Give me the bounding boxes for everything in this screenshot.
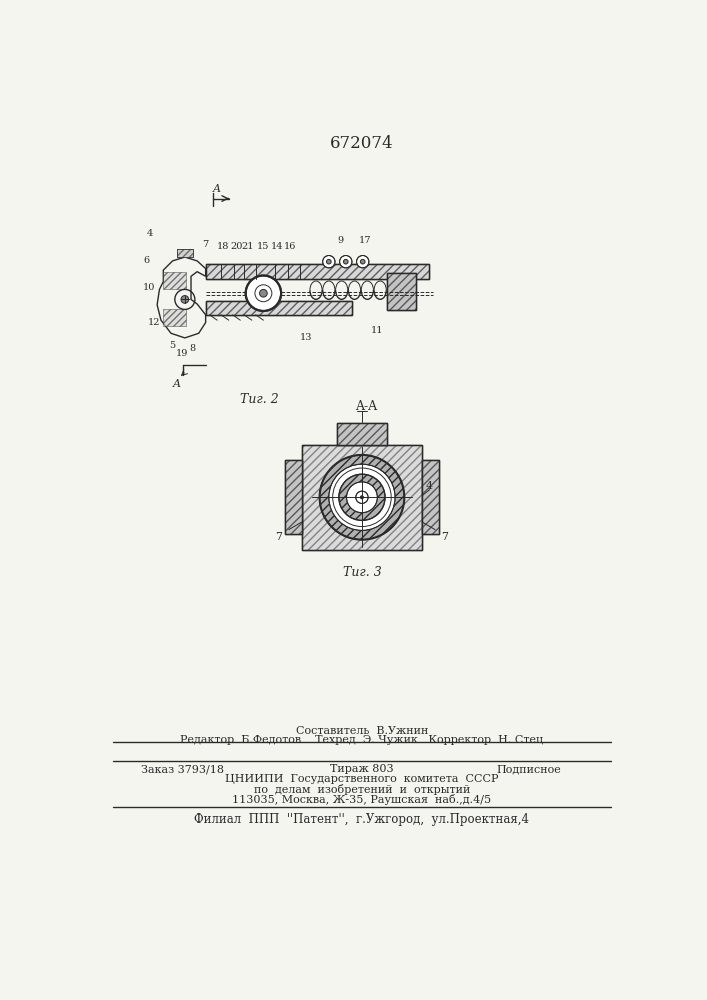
Text: 4: 4 [146,229,153,238]
Text: Подписное: Подписное [496,764,561,774]
Text: Составитель  В.Ужнин: Составитель В.Ужнин [296,726,428,736]
Bar [206,301,352,315]
Circle shape [181,296,189,303]
Wedge shape [339,474,385,520]
Bar [387,273,416,310]
Bar [206,264,429,279]
Text: Τиг. 2: Τиг. 2 [240,393,279,406]
Bar [285,460,302,534]
Bar [177,249,192,257]
Circle shape [361,259,365,264]
Bar [387,273,416,310]
Text: 8: 8 [189,344,196,353]
Text: 113035, Москва, Ж-35, Раушская  наб.,д.4/5: 113035, Москва, Ж-35, Раушская наб.,д.4/… [233,794,491,805]
Bar [337,423,387,445]
Text: A: A [173,379,180,389]
Text: 7: 7 [275,532,282,542]
Text: 5: 5 [170,341,175,350]
Bar [422,460,439,534]
Bar [337,423,387,445]
Bar [302,445,422,550]
Circle shape [356,491,368,503]
Text: A-A: A-A [355,400,377,413]
Text: 10: 10 [144,283,156,292]
Bar [285,460,302,534]
Circle shape [322,256,335,268]
Circle shape [361,496,363,499]
Circle shape [356,256,369,268]
Bar [206,301,352,315]
Bar [285,460,302,534]
Bar [206,301,352,315]
Circle shape [327,259,331,264]
Text: 21: 21 [242,242,255,251]
Bar [422,460,439,534]
Bar [206,264,429,279]
Text: Редактор  Б.Федотов    Техред  Э. Чужик   Корректор  Н. Стец: Редактор Б.Федотов Техред Э. Чужик Корре… [180,735,544,745]
Bar [387,273,416,310]
Text: Филиал  ППП  ''Патент'',  г.Ужгород,  ул.Проектная,4: Филиал ППП ''Патент'', г.Ужгород, ул.Про… [194,813,530,826]
Text: Заказ 3793/18: Заказ 3793/18 [141,764,224,774]
Wedge shape [320,455,404,540]
Text: 12: 12 [148,318,160,327]
Text: 15: 15 [257,242,269,251]
Text: 16: 16 [284,242,296,251]
Circle shape [320,455,404,540]
Circle shape [339,256,352,268]
Circle shape [344,259,348,264]
Text: ЦНИИПИ  Государственного  комитета  СССР: ЦНИИПИ Государственного комитета СССР [226,774,498,784]
Circle shape [246,276,281,311]
Text: 672074: 672074 [330,135,394,152]
Text: 6: 6 [144,256,149,265]
Text: 17: 17 [358,236,371,245]
Bar [337,423,387,445]
Text: по  делам  изобретений  и  открытий: по делам изобретений и открытий [254,784,470,795]
Text: 19: 19 [175,349,188,358]
Bar [302,445,422,550]
Circle shape [333,468,391,527]
Text: A: A [214,184,221,194]
Text: 11: 11 [371,326,384,335]
Bar [302,445,422,550]
Text: 9: 9 [337,236,344,245]
Text: 18: 18 [217,242,230,251]
Circle shape [259,289,267,297]
Text: 4: 4 [426,481,433,491]
Text: 7: 7 [442,532,449,542]
Bar [422,460,439,534]
Text: 14: 14 [271,242,284,251]
Text: 20: 20 [230,242,243,251]
Bar [163,309,187,326]
Text: 13: 13 [300,333,312,342]
Bar [163,272,187,289]
Bar [206,264,429,279]
Bar [177,249,192,257]
Text: Τиг. 3: Τиг. 3 [343,566,381,579]
Text: Тираж 803: Тираж 803 [330,764,394,774]
Text: 7: 7 [202,240,209,249]
